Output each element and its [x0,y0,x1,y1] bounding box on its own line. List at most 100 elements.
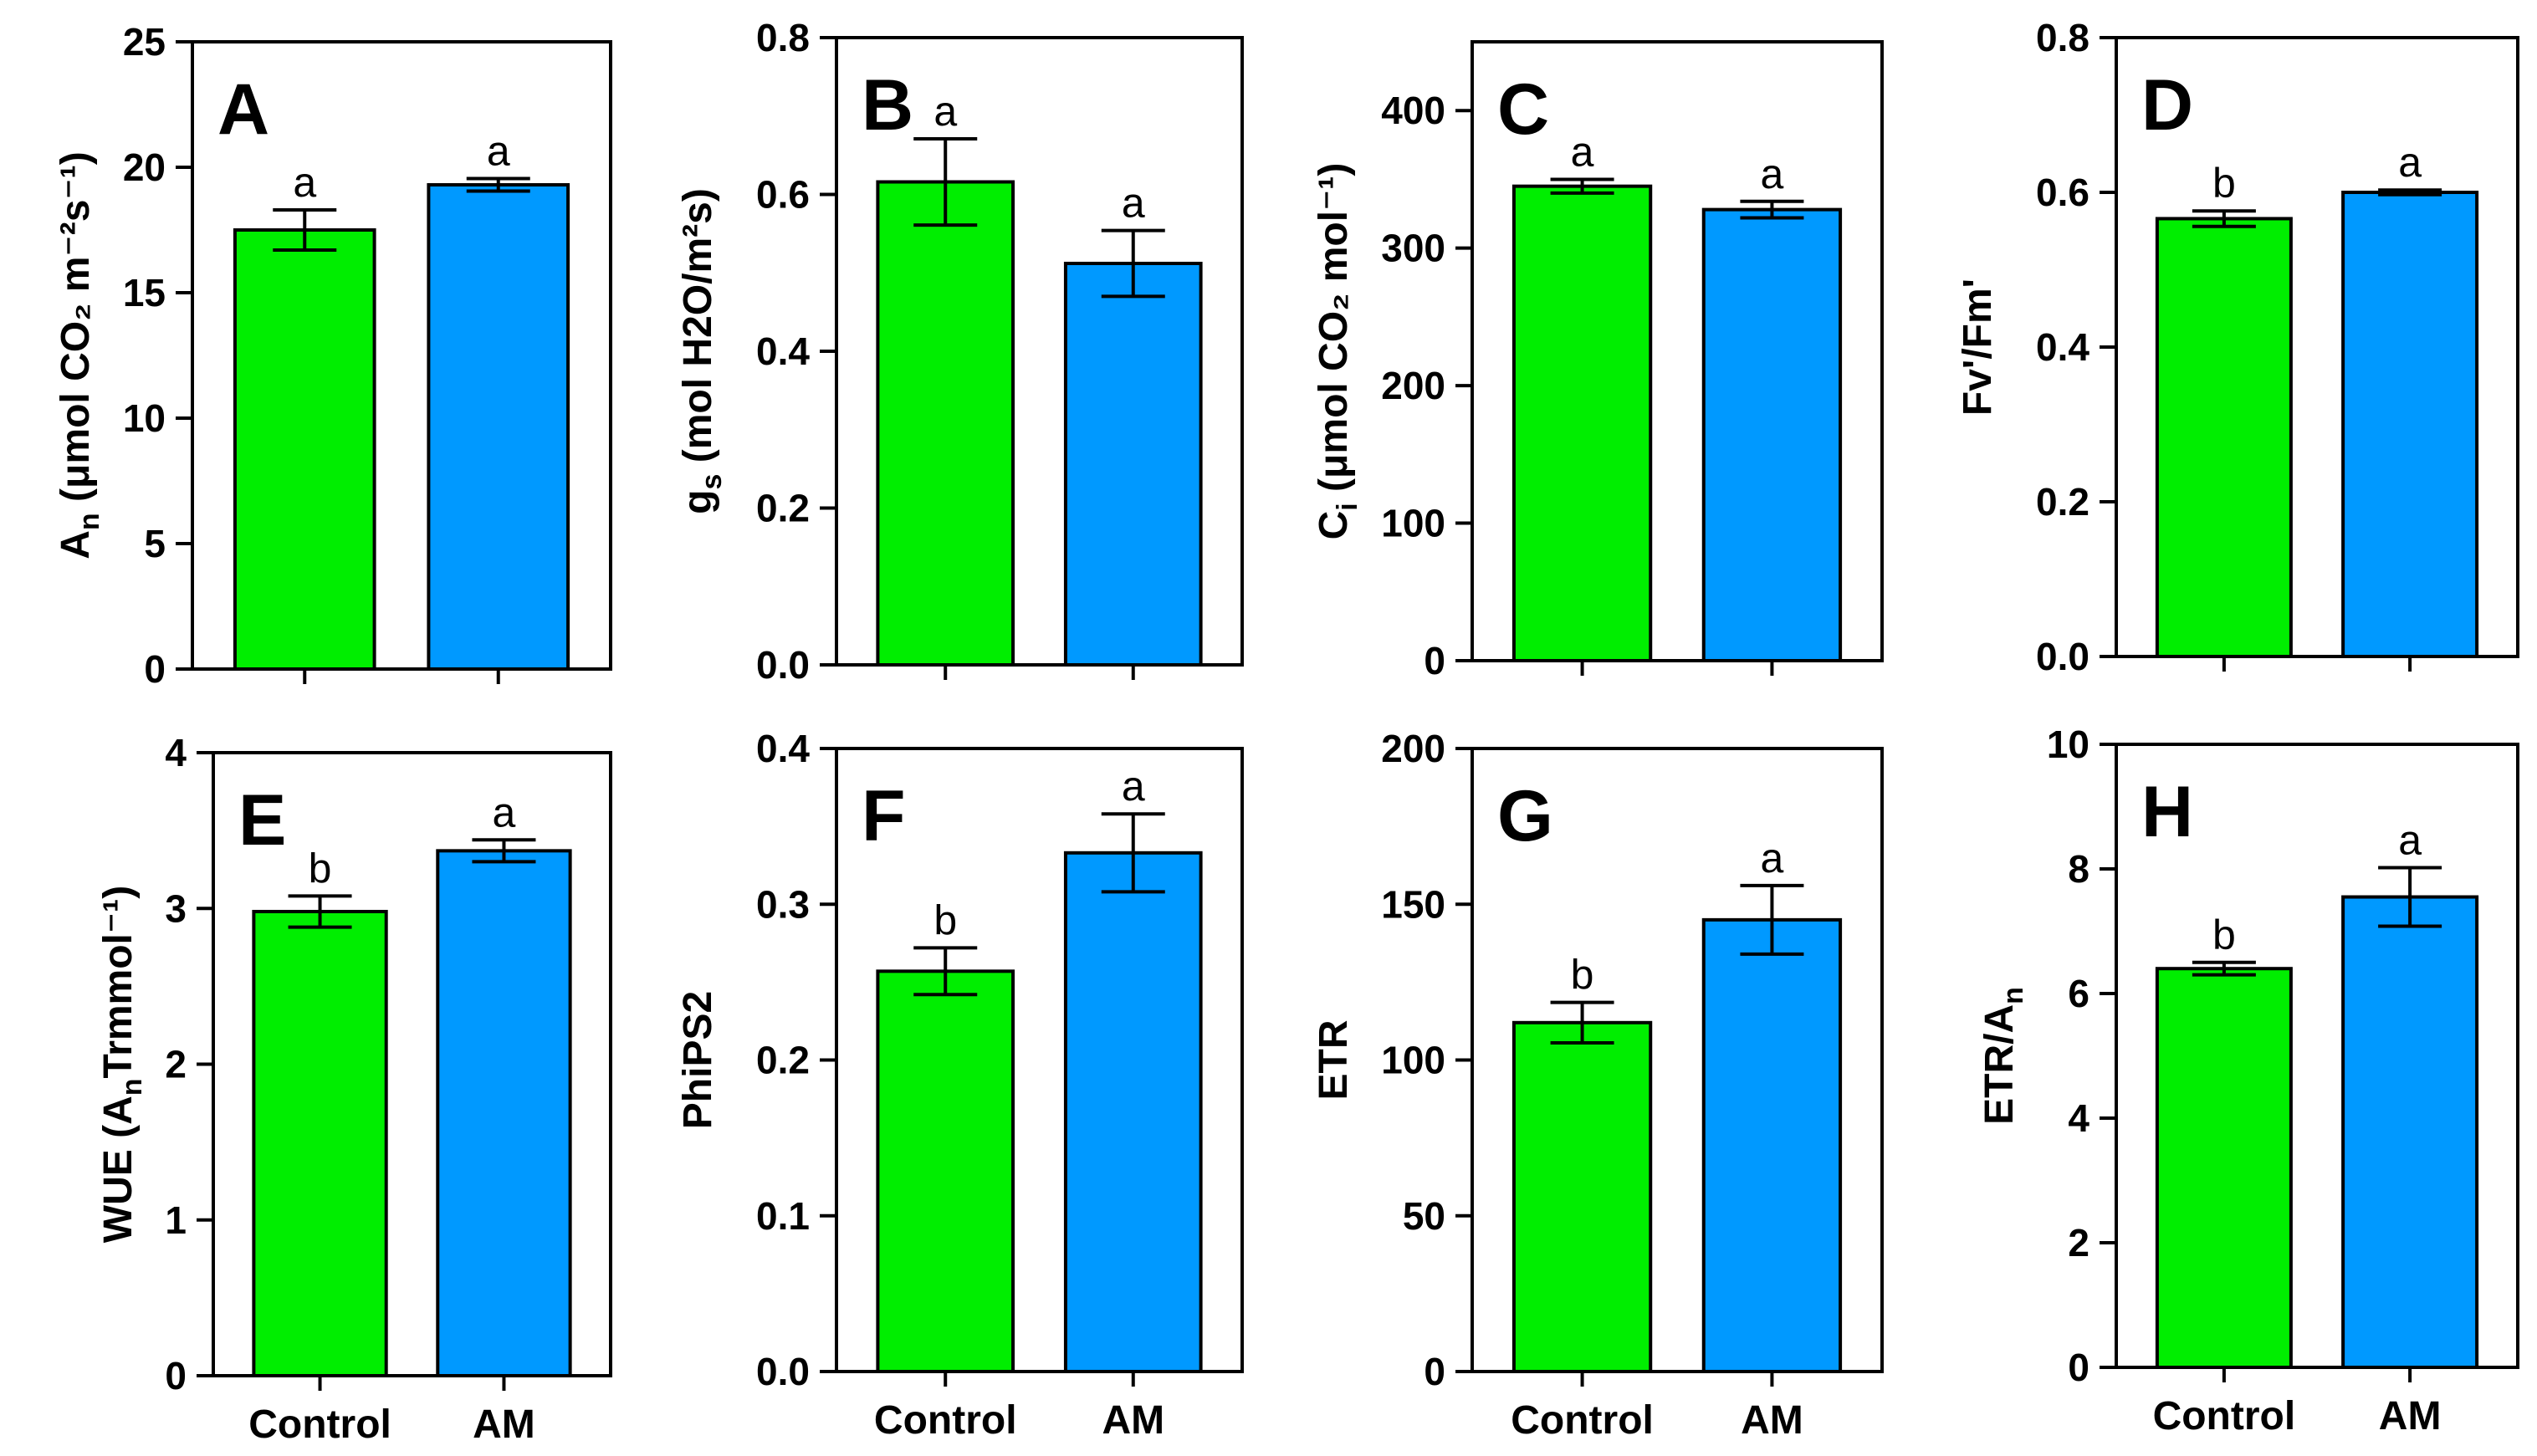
y-axis-title: Ci (μmol CO₂ mol⁻¹) [1312,163,1363,540]
y-tick-label: 50 [1403,1194,1445,1238]
y-tick-label: 200 [1381,727,1445,770]
bar-control [876,180,1015,667]
y-tick-label: 0 [1424,639,1445,682]
category-label: AM [1102,1398,1164,1443]
significance-letter: a [493,789,516,835]
panel-letter: F [862,776,906,856]
bar-control [233,228,376,671]
y-tick-label: 400 [1381,89,1445,132]
category-label: Control [1511,1398,1654,1443]
category-label: Control [874,1398,1017,1443]
plot-frame [2115,743,2519,1369]
bar-control [2155,967,2293,1369]
y-tick-label: 10 [123,396,166,440]
significance-letter: a [933,88,957,135]
y-tick-label: 100 [1381,502,1445,545]
panel-letter: G [1497,776,1553,856]
y-tick-label: 0.4 [2036,325,2089,369]
y-tick-label: 0.6 [2036,171,2089,214]
y-tick-label: 300 [1381,227,1445,270]
y-tick-label: 4 [2068,1096,2089,1140]
bar-control [252,909,388,1377]
y-tick-label: 10 [2047,723,2089,766]
y-tick-label: 200 [1381,364,1445,407]
bar-control [876,969,1015,1374]
bar-control [1511,184,1653,662]
y-tick-label: 0.0 [756,643,810,687]
y-tick-label: 150 [1381,882,1445,926]
panel-letter: B [862,65,913,146]
panel-g: 0 50 100 150 200 b a Control AM G ETR [1312,727,1884,1443]
category-label: AM [1741,1398,1803,1443]
y-tick-label: 0.4 [756,727,810,770]
bar-am [427,183,570,671]
y-tick-label: 1 [165,1198,187,1242]
y-tick-label: 0 [165,1354,187,1397]
significance-letter: b [2212,912,2236,958]
y-tick-label: 2 [165,1043,187,1086]
y-axis-title: Fv'/Fm' [1956,278,2000,416]
significance-letter: a [487,128,510,175]
y-tick-label: 0.2 [2036,480,2089,524]
significance-letter: a [1122,180,1145,227]
y-tick-label: 6 [2068,972,2089,1015]
panel-letter: C [1497,69,1549,150]
panel-letter: A [217,69,269,150]
panel-letter: H [2141,772,2193,852]
panel-f: 0.0 0.1 0.2 0.3 0.4 b a Control AM F PhiPS2 [676,727,1244,1443]
significance-letter: b [2212,160,2236,207]
y-tick-label: 20 [123,146,166,189]
plot-frame [191,40,612,671]
significance-letter: a [1122,763,1145,810]
y-tick-label: 0.2 [756,487,810,530]
y-tick-label: 15 [123,271,166,314]
y-axis-title: WUE (AnTrmmol⁻¹) [96,886,148,1243]
significance-letter: a [2398,817,2422,864]
y-axis-title: ETR/An [1977,987,2029,1125]
y-tick-label: 0.2 [756,1039,810,1082]
significance-letter: b [1571,952,1594,999]
bar-am [2341,191,2479,658]
bar-am [1701,917,1843,1373]
panel-e: 0 1 2 3 4 b a Control AM E WUE (AnTrmmol⁻¹) [96,731,612,1447]
significance-letter: a [1761,835,1784,881]
category-label: Control [2153,1394,2296,1438]
y-axis-title: ETR [1312,1020,1356,1101]
panel-d: 0.0 0.2 0.4 0.6 0.8 b a D Fv'/Fm' [1956,16,2519,678]
bar-control [1511,1020,1653,1374]
significance-letter: b [309,845,332,891]
bar-control [2155,217,2293,658]
y-tick-label: 0.8 [756,16,810,59]
panel-letter: E [238,780,286,861]
y-tick-label: 0.8 [2036,16,2089,59]
y-tick-label: 0 [2068,1346,2089,1389]
bar-am [436,849,572,1377]
significance-letter: a [2398,139,2422,186]
panel-letter: D [2141,65,2193,146]
y-tick-label: 0.0 [756,1350,810,1393]
bar-am [1063,262,1203,667]
y-tick-label: 25 [123,20,166,64]
bar-am [1063,851,1203,1373]
category-label: AM [2379,1394,2442,1438]
category-label: Control [248,1402,391,1447]
panel-h: 0 2 4 6 8 10 b a Control AM H ETR/An [1977,723,2519,1438]
significance-letter: b [933,897,957,943]
y-axis-title: PhiPS2 [676,991,720,1129]
y-tick-label: 8 [2068,847,2089,891]
y-tick-label: 100 [1381,1039,1445,1082]
significance-letter: a [1571,128,1594,175]
y-tick-label: 4 [165,731,187,774]
y-axis-title: An (μmol CO₂ m⁻²s⁻¹) [54,151,105,559]
significance-letter: a [293,159,316,206]
y-tick-label: 5 [144,522,166,565]
y-tick-label: 0.6 [756,173,810,217]
y-tick-label: 2 [2068,1221,2089,1264]
y-tick-label: 0 [144,647,166,691]
y-tick-label: 3 [165,886,187,930]
y-tick-label: 0.0 [2036,635,2089,678]
y-axis-title: gs (mol H2O/m²s) [676,188,728,514]
